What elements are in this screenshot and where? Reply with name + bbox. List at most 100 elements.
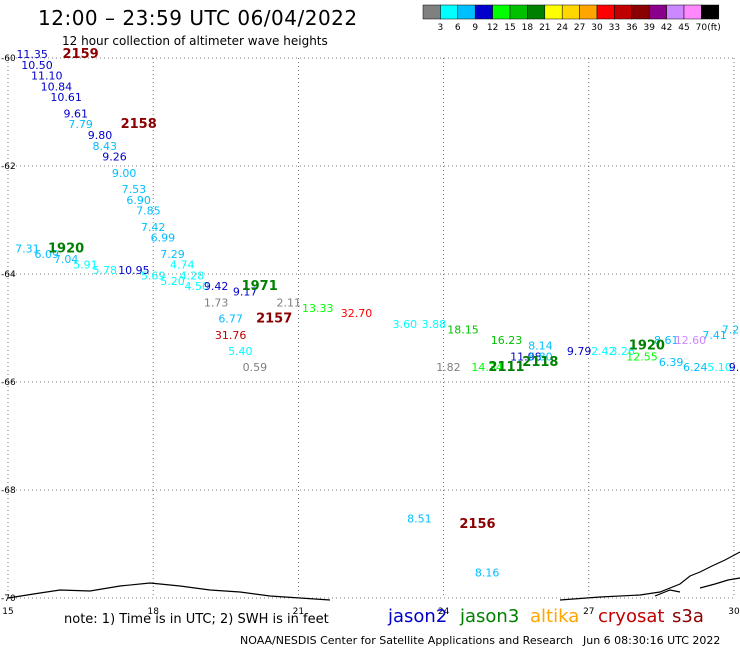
swh-value: 7.27: [722, 323, 740, 336]
swh-value: 7.41: [702, 329, 727, 342]
colorbar-label: 39: [643, 23, 655, 33]
swh-value: 9.: [729, 361, 740, 374]
swh-value: 12.55: [626, 350, 658, 363]
plot-axes: 15 18 21 24 27 30 -60 -62 -64 -66 -68 -70: [1, 54, 740, 617]
swh-value: 9.17: [233, 286, 258, 299]
swh-value: 16.23: [491, 334, 523, 347]
swh-value: 5.10: [707, 361, 732, 374]
x-tick-label: 15: [2, 607, 13, 617]
colorbar-swatch: [492, 4, 511, 20]
colorbar-swatch: [457, 4, 476, 20]
colorbar-label: 42: [661, 23, 672, 33]
pass-number: 2158: [121, 117, 157, 132]
pass-number: 1920: [48, 241, 84, 256]
pass-number: 2118: [522, 355, 558, 370]
swh-value: 4.74: [170, 259, 195, 272]
swh-value: 5.40: [228, 345, 253, 358]
swh-value: 3.60: [393, 318, 418, 331]
plot-grid: [7, 57, 735, 599]
swh-value: 1.82: [436, 361, 461, 374]
swh-value: 7.31: [15, 242, 40, 255]
swh-value: 4.28: [180, 269, 205, 282]
y-tick-label: -66: [1, 378, 16, 388]
x-tick-label: 27: [583, 607, 594, 617]
swh-value: 3.88: [422, 318, 447, 331]
colorbar-swatch: [631, 4, 650, 20]
legend-altika: altika: [530, 606, 580, 627]
swh-value: 9.42: [204, 280, 229, 293]
swh-value: 5.69: [141, 269, 166, 282]
colorbar-swatch: [509, 4, 528, 20]
swh-value: 9.00: [112, 167, 137, 180]
swh-value: 10.61: [50, 91, 82, 104]
legend-jason3: jason3: [460, 606, 520, 627]
swh-value: 7.04: [54, 253, 79, 266]
pass-number: 2157: [256, 312, 292, 327]
colorbar-label: 70: [696, 23, 708, 33]
swh-value: 6.39: [659, 356, 684, 369]
swh-value: 8.51: [407, 512, 432, 525]
colorbar-label: 24: [556, 23, 568, 33]
legend-cryosat: cryosat: [598, 606, 665, 627]
x-tick-label: 24: [438, 607, 450, 617]
swh-value: 10.84: [41, 80, 73, 93]
colorbar-label: 6: [455, 23, 461, 33]
colorbar-swatch: [614, 4, 633, 20]
colorbar-label: 33: [609, 23, 620, 33]
swh-value: 11.98: [510, 350, 542, 363]
legend-jason2: jason2: [388, 606, 448, 627]
colorbar-swatch: [666, 4, 685, 20]
colorbar-label: 9: [472, 23, 478, 33]
colorbar-label: 21: [539, 23, 550, 33]
swh-value: 31.76: [215, 329, 247, 342]
colorbar-swatch: [561, 4, 580, 20]
swh-value: 10.95: [118, 264, 150, 277]
swh-value: 11.10: [31, 70, 63, 83]
colorbar-label: 15: [504, 23, 515, 33]
swh-value: 9.26: [102, 151, 127, 164]
generated-timestamp: Jun 6 08:30:16 UTC 2022: [583, 634, 721, 647]
x-tick-label: 21: [293, 607, 304, 617]
swh-value: 7.79: [68, 118, 93, 131]
swh-value: 6.99: [151, 232, 176, 245]
swh-value: 8.61: [654, 334, 679, 347]
colorbar-label: 27: [574, 23, 585, 33]
swh-value: 6.80: [528, 350, 553, 363]
pass-number: 1971: [242, 279, 278, 294]
swh-value: 1.73: [204, 296, 229, 309]
colorbar-swatch: [683, 4, 702, 20]
swh-value: 7.29: [160, 248, 185, 261]
x-tick-label: 18: [147, 607, 159, 617]
colorbar-swatch: [527, 4, 546, 20]
swh-value: 7.53: [122, 183, 147, 196]
colorbar-swatch: [648, 4, 667, 20]
swh-value: 8.14: [528, 340, 553, 353]
swh-value: 2.42: [591, 345, 616, 358]
colorbar-swatch: [544, 4, 563, 20]
pass-number: 1920: [629, 339, 665, 354]
swh-value: 8.43: [93, 140, 118, 153]
swh-value: 5.91: [73, 259, 98, 272]
swh-value: 5.78: [93, 264, 118, 277]
swh-value: 13.33: [302, 302, 334, 315]
swh-value: 3.26: [610, 345, 635, 358]
chart-subtitle: 12 hour collection of altimeter wave hei…: [62, 34, 328, 48]
colorbar-swatch: [422, 4, 441, 20]
swh-value: 7.42: [141, 221, 166, 234]
swh-value: 6.77: [218, 313, 243, 326]
swh-value: 6.09: [34, 248, 59, 261]
swh-value: 2.11: [276, 296, 301, 309]
coastline: [7, 551, 740, 601]
pass-number: 2111: [488, 360, 524, 375]
footnote: note: 1) Time is in UTC; 2) SWH is in fe…: [64, 612, 329, 627]
colorbar-swatch: [596, 4, 615, 20]
colorbar-label: 12: [487, 23, 498, 33]
colorbar: 3 6 9 12 15 18 21 24 27 30 33 36 39 42 45 70 (ft): [422, 4, 721, 33]
swh-value: 9.79: [567, 345, 592, 358]
x-tick-label: 30: [728, 607, 740, 617]
swh-value: 32.70: [341, 307, 373, 320]
colorbar-label: 18: [522, 23, 534, 33]
swh-value: 5.20: [160, 275, 185, 288]
